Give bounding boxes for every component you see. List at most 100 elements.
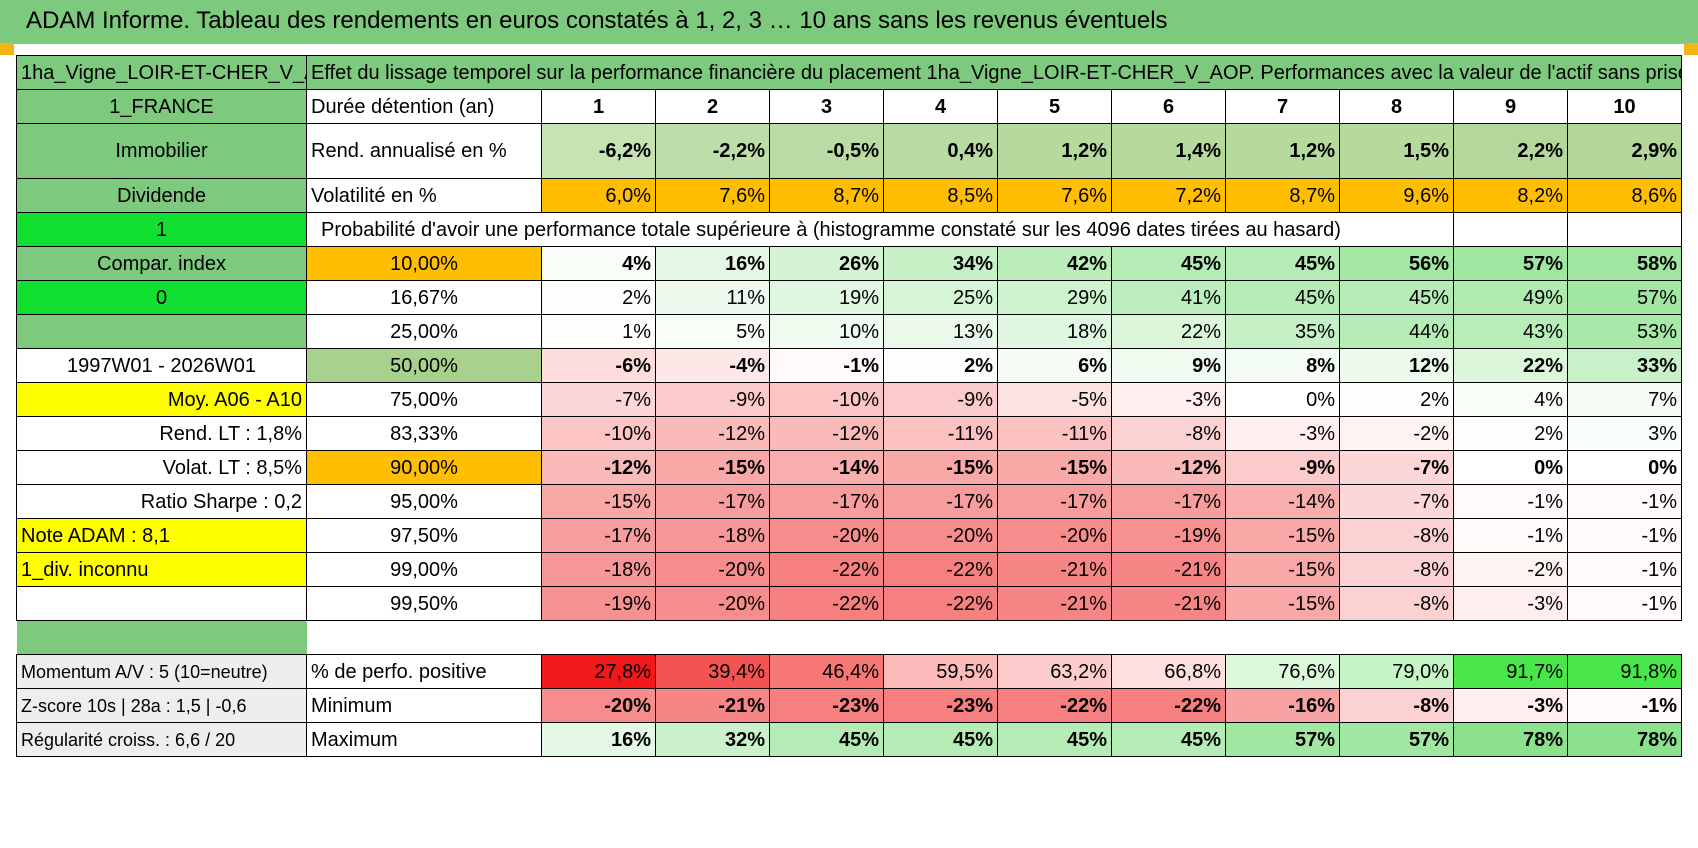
quantile-value: -15% xyxy=(883,450,998,485)
quantile-value: 45% xyxy=(1225,280,1340,315)
maximum-value: 78% xyxy=(1453,722,1568,757)
quantile-value: -1% xyxy=(1566,552,1683,587)
flag-zero: 0 xyxy=(16,280,307,315)
quantile-value: -18% xyxy=(655,518,770,553)
compar-cell: Compar. index xyxy=(16,246,307,281)
quantile-value: -1% xyxy=(1566,518,1683,553)
country-cell: 1_FRANCE xyxy=(16,89,307,124)
quantile-value: -3% xyxy=(1225,416,1340,451)
quantile-value: -21% xyxy=(1111,552,1226,587)
quantile-value: -1% xyxy=(1566,484,1683,519)
maximum-value: 57% xyxy=(1339,722,1454,757)
maximum-value: 16% xyxy=(541,722,656,757)
quantile-value: -4% xyxy=(655,348,770,383)
quantile-value: 9% xyxy=(1111,348,1226,383)
quantile-value: -15% xyxy=(1225,518,1340,553)
percentile-label: 16,67% xyxy=(306,280,542,315)
percentile-label: 83,33% xyxy=(306,416,542,451)
quantile-value: 49% xyxy=(1453,280,1568,315)
quantile-value: -21% xyxy=(997,586,1112,621)
quantile-value: -7% xyxy=(1339,484,1454,519)
quantile-value: -1% xyxy=(1453,518,1568,553)
positive-value: 76,6% xyxy=(1225,654,1340,689)
quantile-value: -1% xyxy=(1566,586,1683,621)
proba-label: Probabilité d'avoir une performance tota… xyxy=(306,212,1454,247)
positive-value: 91,8% xyxy=(1566,654,1683,689)
maximum-value: 45% xyxy=(883,722,998,757)
year-header: 4 xyxy=(883,89,998,124)
positive-value: 66,8% xyxy=(1111,654,1226,689)
div-cell: 1_div. inconnu xyxy=(16,552,307,587)
rend-lt-cell: Rend. LT : 1,8% xyxy=(16,416,307,451)
duree-label: Durée détention (an) xyxy=(306,89,542,124)
quantile-value: -19% xyxy=(541,586,656,621)
quantile-value: -8% xyxy=(1339,586,1454,621)
quantile-value: -10% xyxy=(769,382,884,417)
positive-value: 59,5% xyxy=(883,654,998,689)
minimum-value: -23% xyxy=(883,688,998,723)
quantile-value: -1% xyxy=(1453,484,1568,519)
positive-value: 27,8% xyxy=(541,654,656,689)
year-header: 9 xyxy=(1453,89,1568,124)
quantile-value: 45% xyxy=(1225,246,1340,281)
title-banner: ADAM Informe. Tableau des rendements en … xyxy=(0,0,1698,44)
percentile-label: 90,00% xyxy=(306,450,542,485)
report-title: ADAM Informe. Tableau des rendements en … xyxy=(26,7,1168,34)
quantile-value: 6% xyxy=(997,348,1112,383)
rend-value: -0,5% xyxy=(769,123,884,179)
performance-table: 1ha_Vigne_LOIR-ET-CHER_V_AOP Effet du li… xyxy=(16,55,1683,757)
quantile-value: -9% xyxy=(1225,450,1340,485)
quantile-value: -22% xyxy=(769,586,884,621)
percentile-label: 10,00% xyxy=(306,246,542,281)
quantile-value: 2% xyxy=(541,280,656,315)
vol-value: 8,6% xyxy=(1566,178,1683,213)
quantile-value: -3% xyxy=(1111,382,1226,417)
minimum-value: -22% xyxy=(1111,688,1226,723)
vol-value: 8,2% xyxy=(1453,178,1568,213)
quantile-value: 35% xyxy=(1225,314,1340,349)
year-header: 3 xyxy=(769,89,884,124)
quantile-value: 0% xyxy=(1453,450,1568,485)
percentile-label: 99,00% xyxy=(306,552,542,587)
percentile-label: 97,50% xyxy=(306,518,542,553)
vol-value: 6,0% xyxy=(541,178,656,213)
quantile-value: 13% xyxy=(883,314,998,349)
flag-one: 1 xyxy=(16,212,307,247)
quantile-value: 12% xyxy=(1339,348,1454,383)
vol-value: 8,5% xyxy=(883,178,998,213)
minimum-value: -3% xyxy=(1453,688,1568,723)
rend-value: 1,4% xyxy=(1111,123,1226,179)
quantile-value: -12% xyxy=(655,416,770,451)
type-cell: Dividende xyxy=(16,178,307,213)
quantile-value: 58% xyxy=(1566,246,1683,281)
vol-value: 8,7% xyxy=(769,178,884,213)
quantile-value: -11% xyxy=(997,416,1112,451)
quantile-value: -12% xyxy=(541,450,656,485)
maximum-value: 45% xyxy=(997,722,1112,757)
minimum-value: -16% xyxy=(1225,688,1340,723)
quantile-value: -20% xyxy=(655,586,770,621)
period-cell: 1997W01 - 2026W01 xyxy=(16,348,307,383)
quantile-value: 57% xyxy=(1453,246,1568,281)
category-cell: Immobilier xyxy=(16,123,307,179)
vol-value: 7,6% xyxy=(655,178,770,213)
quantile-value: -2% xyxy=(1339,416,1454,451)
quantile-value: -7% xyxy=(541,382,656,417)
positive-value: 79,0% xyxy=(1339,654,1454,689)
rend-value: 1,5% xyxy=(1339,123,1454,179)
quantile-value: -2% xyxy=(1453,552,1568,587)
quantile-value: -8% xyxy=(1339,552,1454,587)
quantile-value: -15% xyxy=(541,484,656,519)
blank-green-cell xyxy=(16,314,307,349)
quantile-value: 57% xyxy=(1566,280,1683,315)
quantile-value: -22% xyxy=(883,586,998,621)
maximum-value: 45% xyxy=(769,722,884,757)
quantile-value: 8% xyxy=(1225,348,1340,383)
vol-value: 8,7% xyxy=(1225,178,1340,213)
percentile-label: 95,00% xyxy=(306,484,542,519)
quantile-value: -12% xyxy=(769,416,884,451)
quantile-value: 26% xyxy=(769,246,884,281)
quantile-value: 4% xyxy=(541,246,656,281)
quantile-value: 44% xyxy=(1339,314,1454,349)
year-header: 2 xyxy=(655,89,770,124)
